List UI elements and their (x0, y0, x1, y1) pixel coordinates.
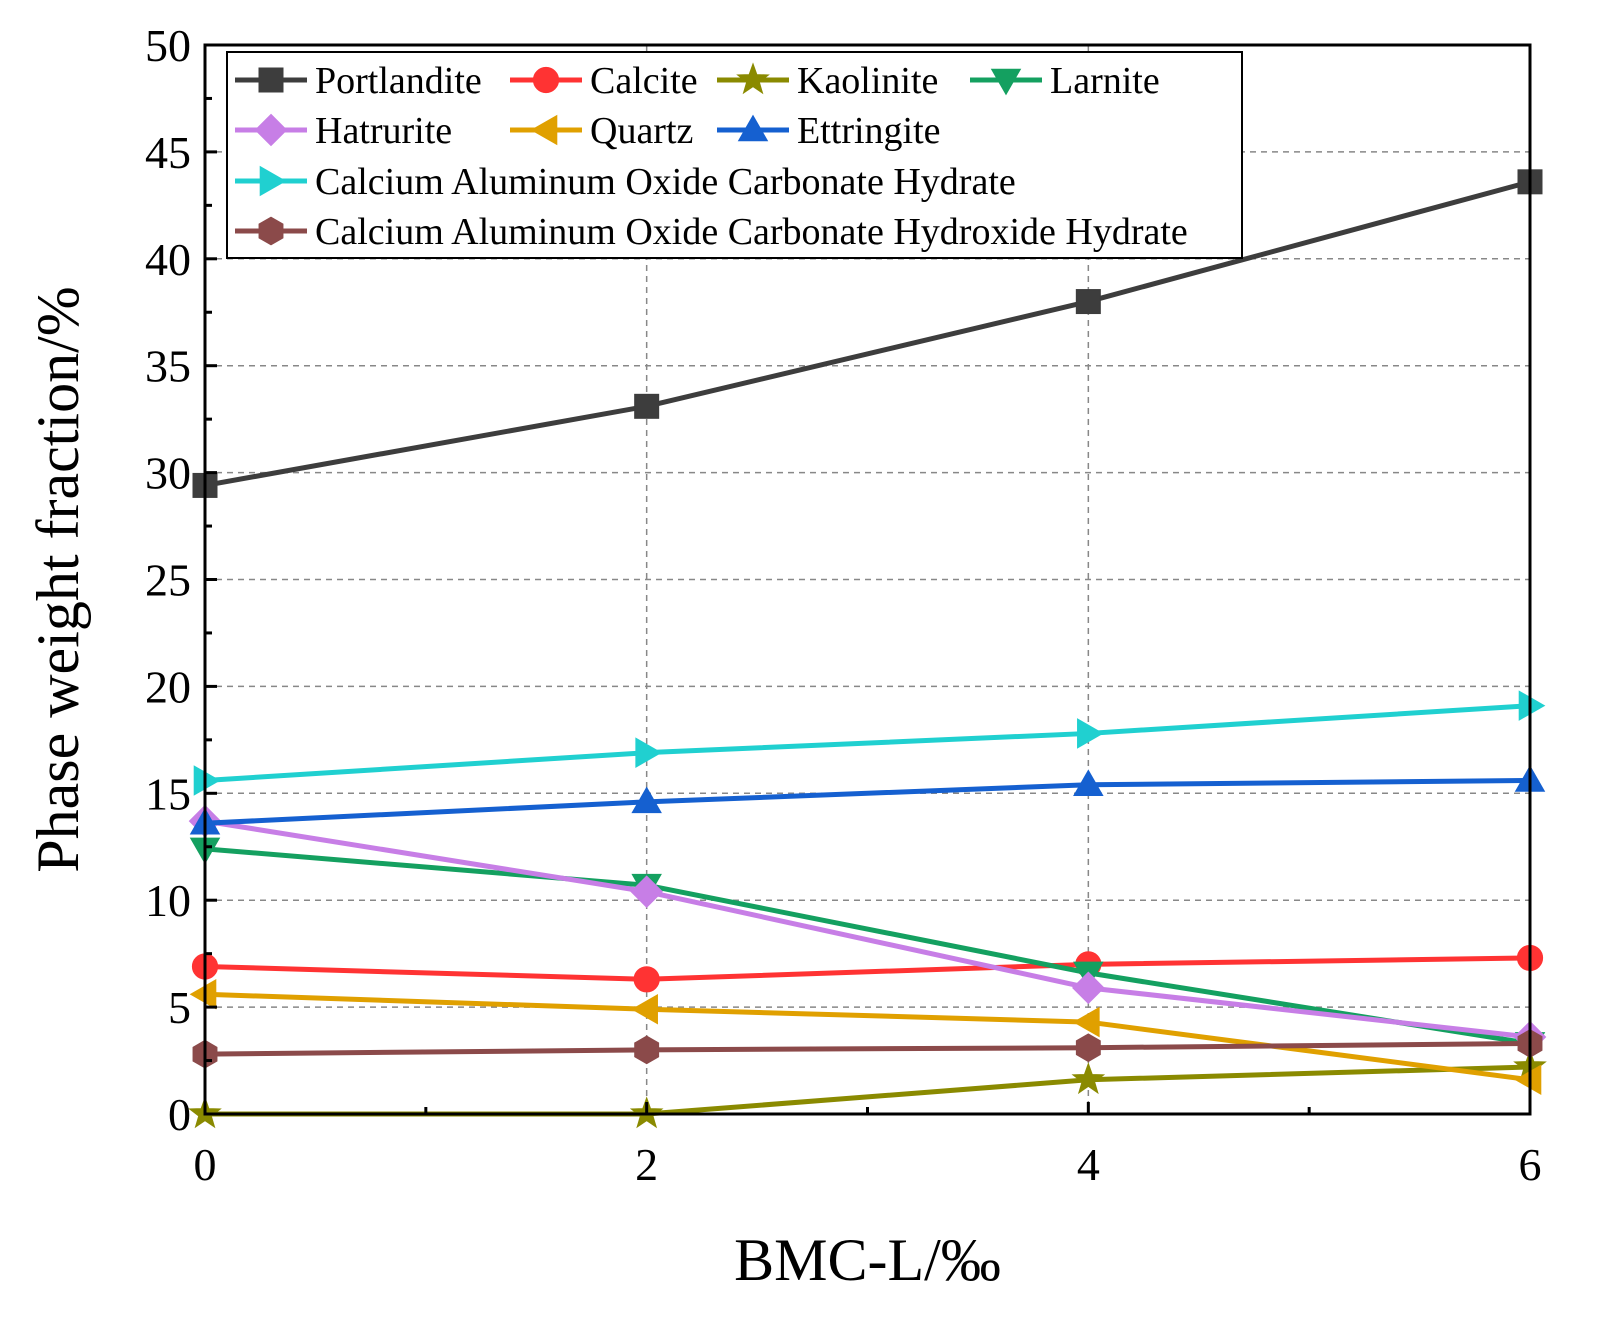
series-line-calcium-aluminum-oxide-carbonate-hydroxide-hydrate (204, 1040, 1531, 1057)
series-line-portlandite (204, 179, 1531, 488)
point-hatrurite (1072, 971, 1105, 1005)
point-calcium-aluminum-oxide-carbonate-hydrate (1518, 690, 1546, 721)
point-calcium-aluminum-oxide-carbonate-hydroxide-hydrate (1075, 1033, 1101, 1063)
legend-label: Larnite (1050, 60, 1160, 102)
series-calcite (191, 944, 1544, 993)
series-line-calcium-aluminum-oxide-carbonate-hydrate (204, 703, 1531, 783)
x-tick-label: 4 (1077, 1139, 1100, 1190)
y-tick-label: 5 (168, 982, 191, 1033)
point-ettringite (631, 786, 662, 814)
x-axis-title: BMC-L/‰ (734, 1227, 1001, 1293)
legend-label: Quartz (590, 110, 693, 152)
series-calcium-aluminum-oxide-carbonate-hydroxide-hydrate (192, 1029, 1543, 1069)
y-tick-label: 10 (145, 875, 191, 926)
legend-marker (990, 68, 1022, 96)
series-quartz (189, 979, 1542, 1096)
legend-label: Ettringite (797, 110, 941, 152)
point-kaolinite (1071, 1062, 1106, 1095)
point-hatrurite (630, 875, 663, 908)
ticks-layer: 0 5 10 15 20 25 30 35 40 45 50 0 2 4 6 (145, 20, 1542, 1190)
point-quartz (189, 979, 217, 1010)
point-calcium-aluminum-oxide-carbonate-hydrate (635, 737, 663, 768)
legend-marker (532, 66, 560, 94)
legend-item-kaolinite: Kaolinite (717, 60, 938, 102)
legend-marker (737, 114, 769, 142)
legend-marker (258, 67, 284, 93)
legend-marker (254, 113, 288, 147)
y-tick-label: 25 (145, 555, 191, 606)
point-quartz (631, 993, 658, 1025)
y-tick-label: 45 (145, 127, 191, 178)
legend-item-hatrurite: Hatrurite (235, 110, 452, 152)
legend-item-quartz: Quartz (510, 110, 693, 152)
legend: Portlandite Calcite Kaolinite Larnite Hatrur… (226, 51, 1243, 259)
series-line-ettringite (204, 777, 1531, 826)
point-portlandite (1075, 289, 1101, 315)
legend-marker (736, 62, 770, 95)
series-kaolinite (188, 1049, 1547, 1129)
y-tick-label: 40 (145, 234, 191, 285)
legend-item-calcium-aluminum-oxide-carbonate-hydroxide-hydrate: Calcium Aluminum Oxide Carbonate Hydroxi… (235, 211, 1188, 253)
point-calcium-aluminum-oxide-carbonate-hydroxide-hydrate (634, 1035, 660, 1065)
legend-item-calcium-aluminum-oxide-carbonate-hydrate: Calcium Aluminum Oxide Carbonate Hydrate (235, 161, 1016, 203)
series-line-quartz (204, 991, 1531, 1083)
legend-item-portlandite: Portlandite (235, 60, 482, 102)
legend-label: Calcite (590, 60, 698, 102)
x-tick-label: 0 (194, 1139, 217, 1190)
series-layer (188, 169, 1547, 1129)
y-tick-label: 30 (145, 448, 191, 499)
series-line-hatrurite (204, 818, 1531, 1040)
y-tick-label: 15 (145, 768, 191, 819)
legend-box (226, 51, 1243, 259)
legend-marker (259, 165, 287, 197)
y-axis-title: Phase weight fraction/% (25, 286, 91, 873)
y-tick-label: 0 (168, 1089, 191, 1140)
point-quartz (1514, 1064, 1542, 1096)
series-line-larnite (204, 846, 1531, 1046)
series-larnite (189, 837, 1546, 1059)
legend-label: Calcium Aluminum Oxide Carbonate Hydroxi… (315, 211, 1188, 253)
legend-label: Kaolinite (797, 60, 938, 102)
legend-label: Hatrurite (315, 110, 452, 152)
legend-item-calcite: Calcite (510, 60, 698, 102)
series-line-calcite (204, 955, 1531, 982)
point-ettringite (1073, 769, 1104, 797)
point-calcium-aluminum-oxide-carbonate-hydrate (193, 765, 221, 796)
series-calcium-aluminum-oxide-carbonate-hydrate (193, 690, 1546, 796)
series-line-kaolinite (205, 1064, 1531, 1117)
legend-marker (530, 114, 558, 146)
x-tick-label: 6 (1519, 1139, 1542, 1190)
point-calcium-aluminum-oxide-carbonate-hydrate (1077, 718, 1104, 749)
x-tick-label: 2 (635, 1139, 658, 1190)
point-portlandite (634, 393, 660, 419)
point-quartz (1072, 1006, 1100, 1038)
legend-item-larnite: Larnite (970, 60, 1160, 102)
legend-label: Calcium Aluminum Oxide Carbonate Hydrate (315, 161, 1016, 203)
y-tick-label: 50 (145, 20, 191, 71)
point-calcite (633, 966, 660, 993)
legend-label: Portlandite (315, 60, 482, 102)
y-tick-label: 35 (145, 341, 191, 392)
series-ettringite (189, 765, 1546, 835)
legend-item-ettringite: Ettringite (717, 110, 941, 152)
legend-marker (258, 216, 284, 246)
y-tick-label: 20 (145, 661, 191, 712)
